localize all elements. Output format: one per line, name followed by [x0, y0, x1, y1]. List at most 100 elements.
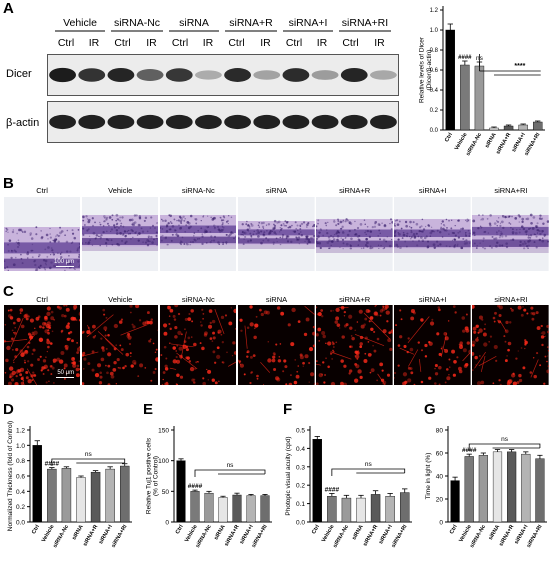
strip-caption: siRNA+RI [494, 295, 528, 304]
histology-image: 100 μm [3, 197, 81, 271]
bar [47, 468, 57, 523]
bar [232, 494, 242, 523]
y-axis-label: Photopic visual acuity (cpd) [285, 436, 292, 515]
dicer-band [311, 70, 339, 80]
blot-group-underlines [55, 30, 391, 32]
y-tick-label: 0.1 [296, 501, 305, 508]
y-tick-label: 0.8 [430, 48, 439, 54]
actin-band [165, 114, 193, 130]
strip-caption: siRNA+R [339, 186, 371, 195]
ns-bracket [331, 468, 406, 476]
ns-bracket [468, 443, 541, 451]
strip-caption: Vehicle [108, 295, 133, 304]
y-tick-label: 0.4 [16, 489, 25, 496]
bar [445, 29, 456, 131]
blot-group-label: siRNA+I [288, 17, 328, 29]
scale-bar-label: 50 μm [57, 370, 75, 376]
time-in-light-bar-chart: 0 20 40 60 80 Time in light (%) Ctrl Vehicle siR… [425, 426, 547, 549]
blot-ctrl-label: Ctrl [171, 37, 189, 49]
y-tick-label: 0.0 [296, 520, 305, 527]
strip-caption: siRNA-Nc [181, 295, 215, 304]
ns-label: ns [365, 461, 373, 468]
bar [176, 460, 186, 523]
strip-caption: siRNA [265, 186, 288, 195]
bar [61, 468, 72, 523]
bar [76, 477, 86, 523]
blot-row-label-actin: β-actin [6, 117, 40, 129]
fluorescence-image [81, 305, 159, 385]
bar [32, 445, 43, 523]
panel-label-e: E [143, 401, 154, 418]
histology-image [472, 197, 549, 271]
fluorescence-image [472, 305, 549, 385]
y-tick-label: 1.0 [430, 28, 439, 34]
bar [518, 124, 528, 131]
blot-ctrl-label: Ctrl [285, 37, 303, 49]
fluorescence-image [316, 305, 393, 385]
bar [105, 468, 115, 523]
actin-band [49, 114, 76, 130]
bar [90, 471, 101, 523]
strip-caption: Vehicle [108, 186, 133, 195]
bar [474, 65, 485, 131]
x-tick-label: Ctrl [449, 524, 459, 536]
dicer-bar-chart: 0.0 0.2 0.4 0.6 0.8 1.0 1.2 Relative levels of … [405, 0, 550, 170]
y-tick-label: 0.0 [430, 128, 439, 134]
blot-group-label: siRNA [179, 17, 209, 29]
actin-band [78, 114, 106, 130]
blot-group-label: Vehicle [63, 17, 97, 29]
dicer-band [78, 68, 106, 82]
y-axis-label: Relative Tuj1 positive cells(% of Contro… [145, 437, 159, 514]
bar [532, 121, 543, 131]
blot-ir-label: IR [316, 37, 328, 49]
blot-ctrl-label: Ctrl [228, 37, 245, 49]
bar [492, 451, 503, 523]
x-tick-label: Ctrl [444, 132, 454, 144]
dicer-band [253, 70, 281, 80]
stars-label: **** [514, 63, 525, 70]
y-tick-label: 50 [162, 489, 170, 496]
bar [399, 492, 410, 523]
x-tick-label: Vehicle [41, 524, 56, 543]
histology-image [316, 197, 393, 271]
ns-bracket [194, 469, 266, 477]
x-tick-label: Vehicle [321, 524, 336, 543]
bar [312, 439, 323, 523]
x-tick-label: siRNA+R [82, 524, 99, 548]
blot-ir-label: IR [260, 37, 271, 49]
x-tick-label: siRNA+R [362, 524, 379, 548]
x-tick-label: Ctrl [31, 524, 41, 536]
strip-caption: Ctrl [36, 186, 48, 195]
bar [521, 453, 531, 523]
actin-band [311, 114, 339, 130]
actin-band [340, 114, 368, 130]
fluorescence-image [394, 305, 471, 385]
actin-band [253, 114, 281, 130]
panel-label-b: B [3, 175, 14, 192]
panel-label-g: G [424, 401, 436, 418]
y-tick-label: 1.2 [16, 428, 25, 435]
strip-caption: siRNA+I [418, 295, 447, 304]
y-tick-label: 0.6 [430, 68, 439, 74]
blot-group-label: siRNA-Nc [113, 17, 161, 29]
bar [478, 455, 488, 523]
actin-band [282, 114, 310, 130]
dicer-band [282, 68, 310, 82]
bar [489, 127, 499, 131]
bar [385, 496, 395, 523]
bar [503, 125, 514, 131]
strip-caption: siRNA-Nc [181, 186, 215, 195]
x-tick-label: siRNA [488, 524, 501, 541]
tuj1-bar-chart: 0 50 100 150 Relative Tuj1 positive cells(% … [145, 426, 272, 549]
x-tick-label: siRNA [351, 524, 364, 541]
ns-label: ns [85, 451, 93, 458]
dicer-band [165, 68, 193, 82]
x-tick-label: siRNA [71, 524, 84, 541]
actin-band [107, 114, 135, 130]
y-axis-label: Normalized Thickness (fold of Control) [7, 421, 14, 531]
blot-group-label: siRNA+RI [341, 17, 389, 29]
strip-caption: siRNA+RI [494, 186, 528, 195]
blot-ctrl-label: Ctrl [57, 37, 75, 49]
y-axis-label: Time in light (%) [425, 453, 432, 500]
